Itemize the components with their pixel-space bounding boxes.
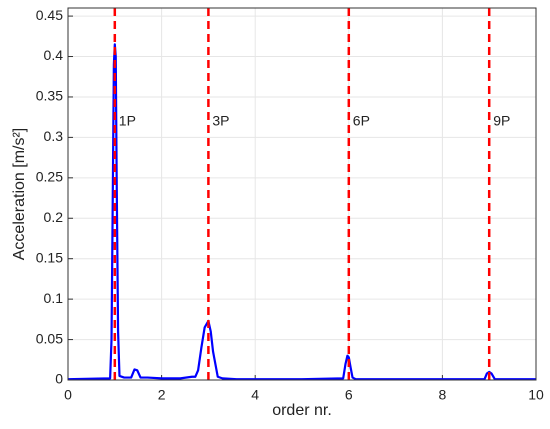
plot-frame: [67, 7, 537, 381]
plot-area: [68, 8, 536, 380]
order-label: 9P: [493, 113, 510, 129]
y-tick-label: 0.4: [44, 47, 64, 63]
x-axis-label: order nr.: [272, 402, 332, 419]
x-tick-label: 8: [439, 387, 447, 403]
x-tick-label: 10: [528, 387, 544, 403]
y-tick-label: 0.3: [44, 128, 64, 144]
y-tick-label: 0.45: [36, 7, 63, 23]
order-label: 3P: [212, 113, 229, 129]
order-label: 6P: [353, 113, 370, 129]
order-label: 1P: [119, 113, 136, 129]
y-tick-label: 0: [55, 371, 63, 387]
y-tick-label: 0.05: [36, 330, 63, 346]
x-tick-label: 4: [251, 387, 259, 403]
y-axis-label: Acceleration [m/s²]: [11, 128, 28, 260]
y-tick-label: 0.35: [36, 88, 63, 104]
y-tick-label: 0.2: [44, 209, 64, 225]
x-tick-label: 0: [64, 387, 72, 403]
data-line: [67, 43, 536, 381]
x-tick-label: 2: [158, 387, 166, 403]
y-tick-label: 0.15: [36, 249, 63, 265]
y-tick-label: 0.25: [36, 169, 63, 185]
y-tick-label: 0.1: [44, 290, 64, 306]
x-tick-label: 6: [345, 387, 353, 403]
